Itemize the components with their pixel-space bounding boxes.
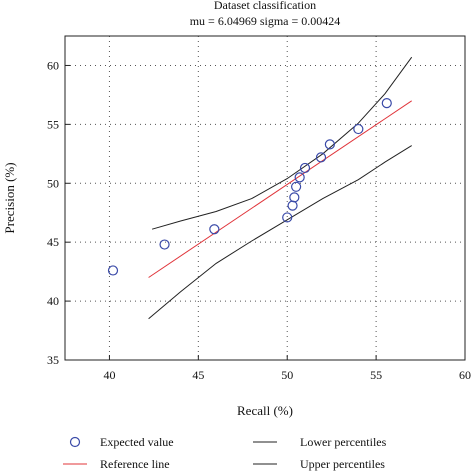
y-tick-label-5: 60 [47, 58, 59, 72]
data-point-4 [287, 200, 298, 211]
series-line-2 [151, 56, 413, 230]
gridlines [65, 36, 466, 361]
series-line-1 [148, 100, 412, 278]
data-point-1 [159, 239, 170, 250]
legend-swatch-0 [69, 436, 81, 448]
y-tick-label-4: 55 [47, 117, 59, 131]
chart-subtitle: mu = 6.04969 sigma = 0.00424 [190, 14, 341, 28]
legend-label-2: Lower percentiles [300, 435, 387, 449]
x-axis-label: Recall (%) [237, 403, 293, 418]
data-point-5 [289, 192, 300, 203]
data-point-6 [291, 181, 302, 192]
y-axis-label: Precision (%) [2, 162, 17, 233]
data-point-0 [107, 265, 119, 276]
y-tick-label-3: 50 [47, 176, 59, 190]
data-point-8 [299, 162, 311, 174]
y-tick-label-1: 40 [47, 294, 59, 308]
x-tick-label-1: 45 [192, 368, 204, 382]
legend: Expected value Lower percentiles Reference… [63, 435, 387, 471]
data-point-12 [381, 98, 392, 109]
legend-label-0: Expected value [100, 435, 174, 449]
data-point-3 [282, 212, 293, 223]
x-tick-label-3: 55 [370, 368, 382, 382]
x-tick-label-2: 50 [281, 368, 293, 382]
data-point-2 [209, 224, 220, 235]
legend-label-1: Reference line [100, 457, 170, 471]
data-point-11 [353, 123, 364, 135]
legend-label-3: Upper percentiles [300, 457, 385, 471]
y-tick-label-2: 45 [47, 235, 59, 249]
data-point-7 [294, 172, 305, 183]
x-tick-label-0: 40 [103, 368, 115, 382]
y-tick-label-0: 35 [47, 353, 59, 367]
series-line-3 [148, 145, 412, 320]
series-layer [107, 56, 413, 320]
data-point-10 [324, 139, 335, 150]
data-point-9 [315, 152, 327, 163]
chart-title: Dataset classification [214, 0, 316, 12]
x-tick-label-4: 60 [459, 368, 471, 382]
plot-frame [64, 35, 466, 361]
axis-ticks: 40 45 50 55 60 35 40 45 50 55 60 [47, 58, 471, 382]
